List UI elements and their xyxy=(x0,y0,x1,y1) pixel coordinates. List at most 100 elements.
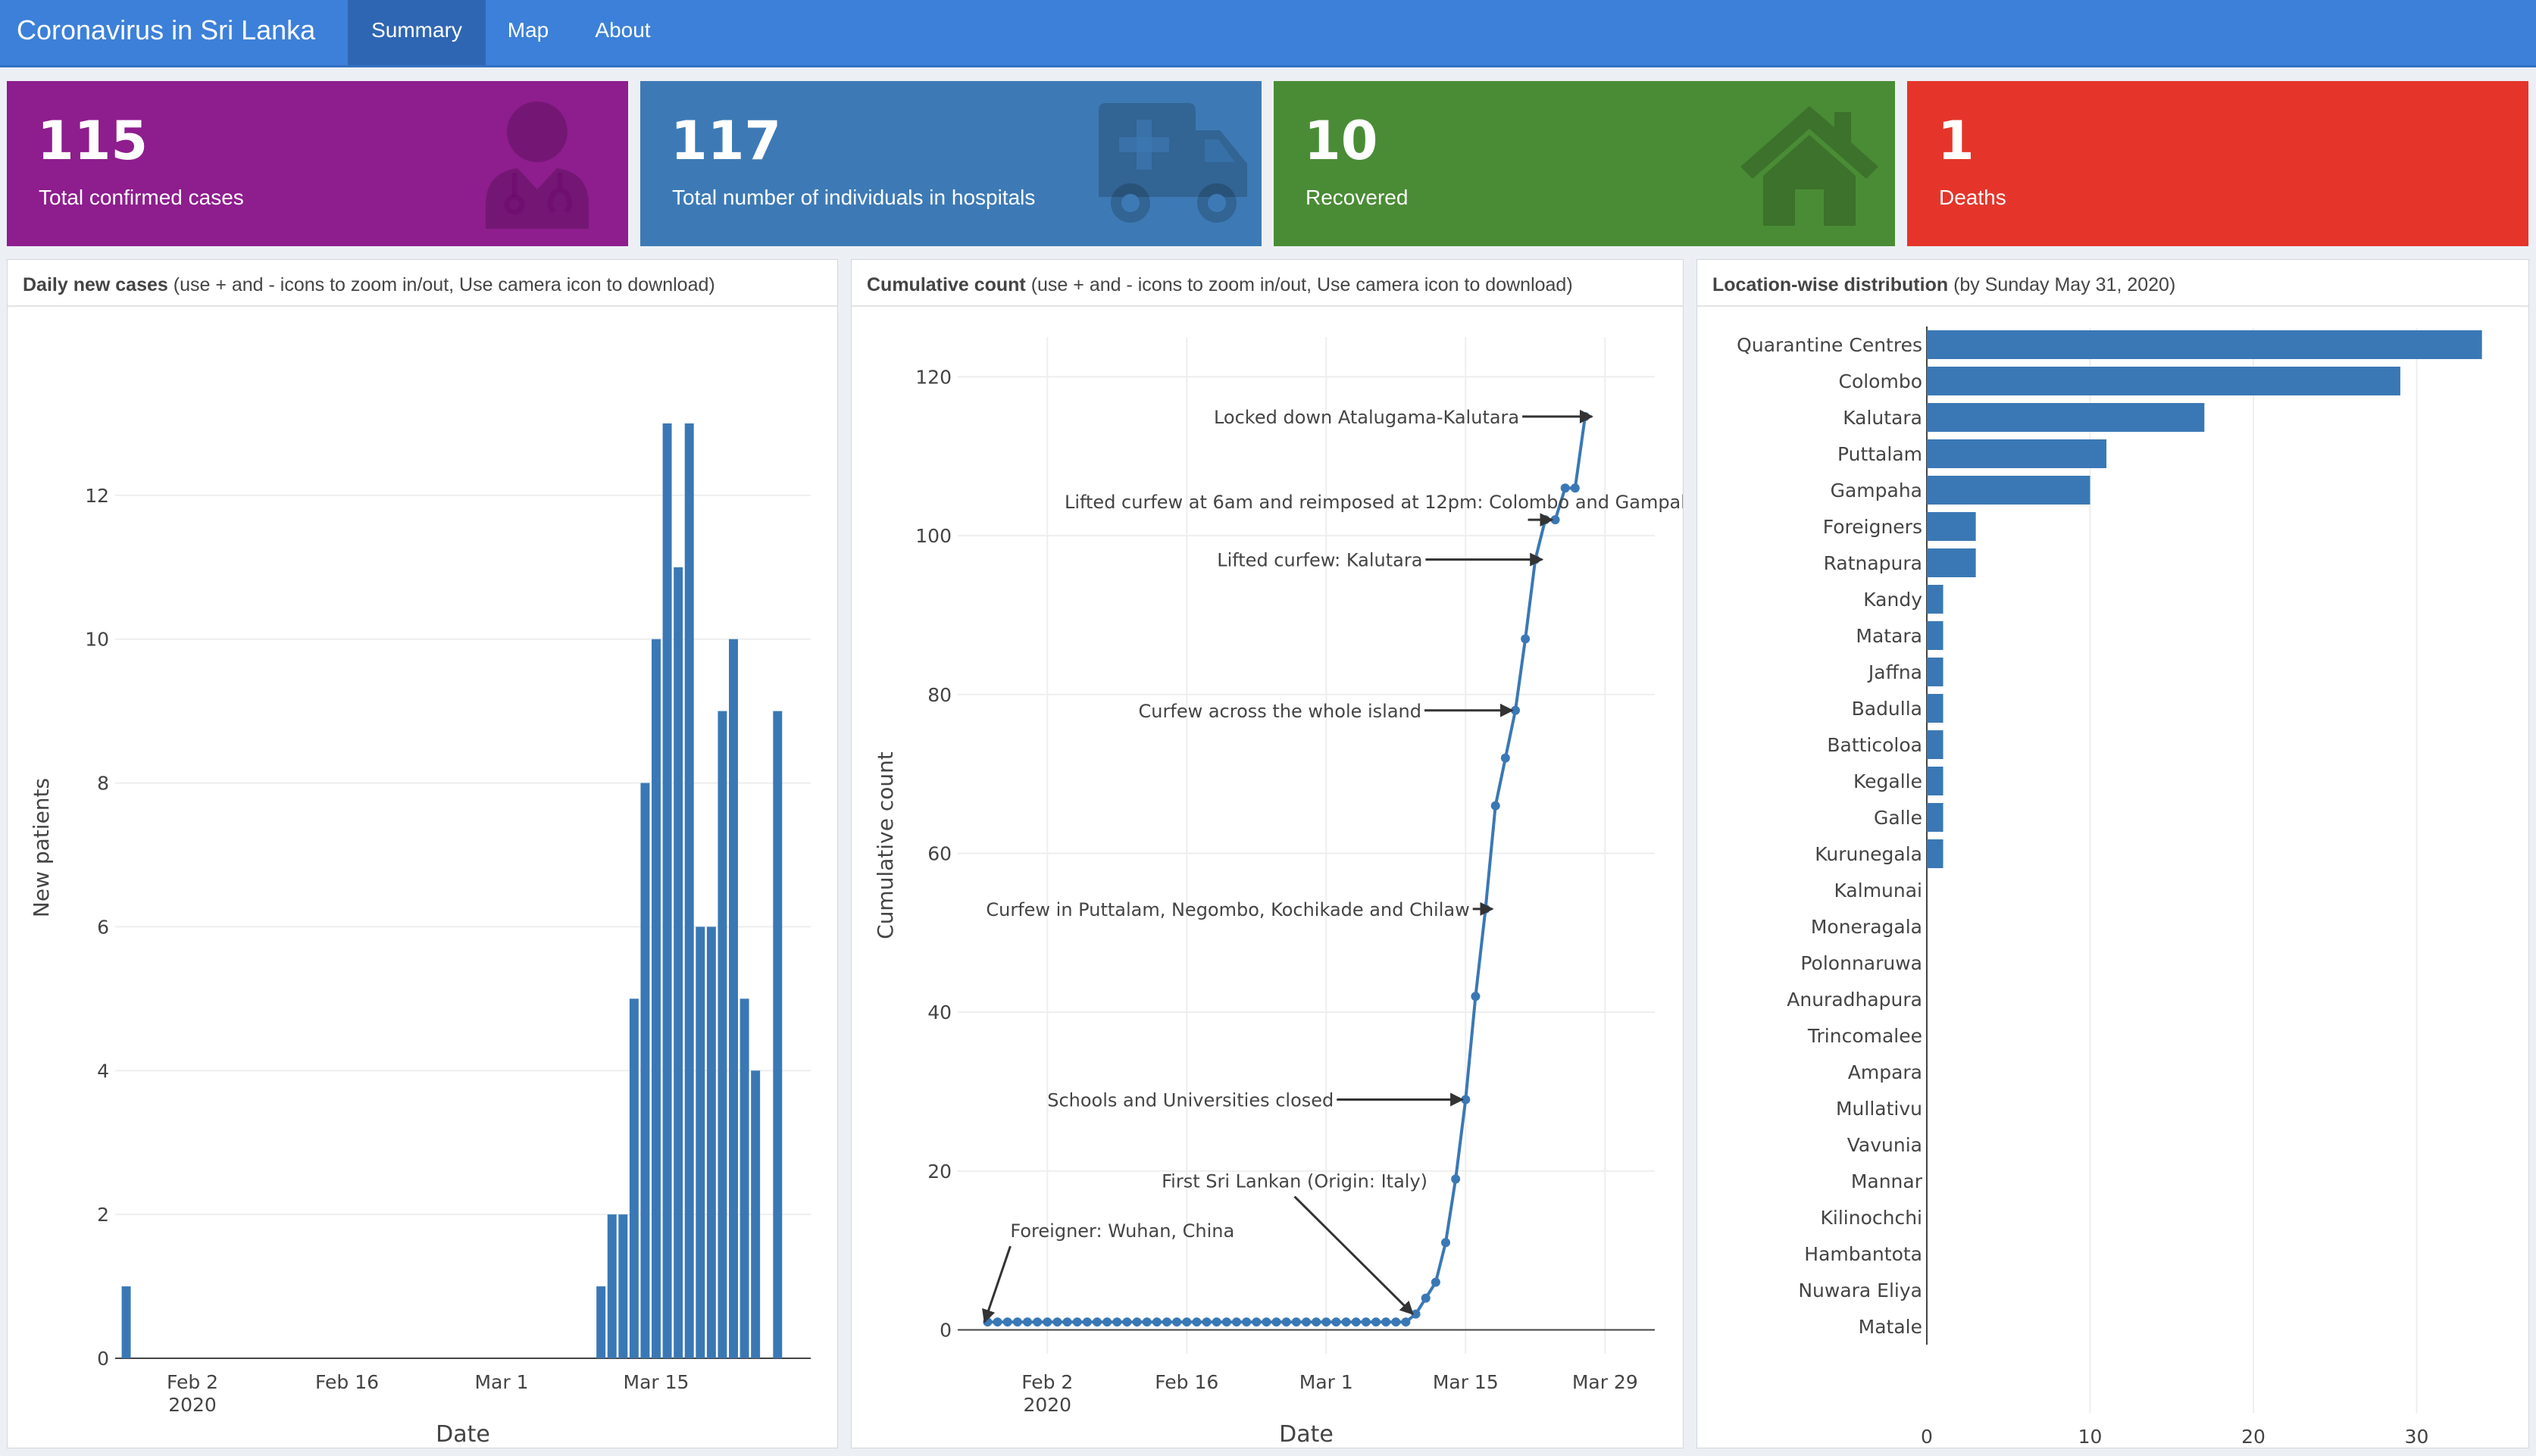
data-point xyxy=(1391,1317,1401,1327)
bar xyxy=(1927,730,1943,759)
y-axis-title: New patients xyxy=(29,778,54,917)
bar xyxy=(1927,367,2400,395)
data-point xyxy=(1321,1317,1331,1327)
bar xyxy=(1927,658,1943,686)
data-point xyxy=(1002,1317,1012,1327)
bar xyxy=(773,711,783,1358)
tab-summary[interactable]: Summary xyxy=(348,0,486,65)
recovered-value: 10 xyxy=(1304,110,1378,172)
category-label: Vavunia xyxy=(1847,1134,1922,1156)
x-tick-label: Mar 15 xyxy=(1433,1371,1499,1393)
annotation-label: Foreigner: Wuhan, China xyxy=(1010,1220,1234,1242)
location-title: Location-wise distribution xyxy=(1712,274,1949,295)
data-point xyxy=(1162,1317,1171,1327)
annotation-label: Lifted curfew at 6am and reimposed at 12… xyxy=(1065,492,1683,513)
data-point xyxy=(1441,1238,1450,1248)
y-tick-label: 2 xyxy=(97,1204,109,1226)
data-point xyxy=(1262,1317,1271,1327)
daily-cases-header: Daily new cases (use + and - icons to zo… xyxy=(8,260,837,307)
data-point xyxy=(1361,1317,1371,1327)
daily-cases-subtitle: (use + and - icons to zoom in/out, Use c… xyxy=(173,274,715,295)
data-point xyxy=(1401,1317,1411,1327)
bar xyxy=(618,1214,628,1358)
confirmed-cases-label: Total confirmed cases xyxy=(39,186,244,209)
confirmed-cases-value: 115 xyxy=(37,110,149,172)
data-point xyxy=(1112,1317,1122,1327)
hospital-individuals-label: Total number of individuals in hospitals xyxy=(672,186,1036,209)
annotation-arrow xyxy=(982,1245,1012,1323)
bar xyxy=(652,639,661,1358)
data-point xyxy=(1281,1317,1291,1327)
x-axis-title: Date xyxy=(1279,1421,1334,1448)
category-label: Batticoloa xyxy=(1827,734,1922,756)
bar xyxy=(1927,476,2090,505)
x-tick-label: 20 xyxy=(2241,1426,2266,1448)
bar xyxy=(629,998,639,1358)
y-tick-label: 20 xyxy=(927,1161,952,1183)
data-point xyxy=(1381,1317,1391,1327)
category-label: Galle xyxy=(1874,807,1922,829)
location-chart[interactable]: 0 10 20 30 Quarantine Centres Colombo Kalutara… xyxy=(1697,307,2528,1448)
x-axis-title: Date xyxy=(436,1421,490,1448)
location-header: Location-wise distribution (by Sunday Ma… xyxy=(1697,260,2528,307)
data-point xyxy=(1521,634,1531,644)
data-point xyxy=(1242,1317,1252,1327)
data-point xyxy=(1043,1317,1052,1327)
recovered-box: 10 Recovered xyxy=(1274,81,1895,246)
data-point xyxy=(1082,1317,1092,1327)
cumulative-header: Cumulative count (use + and - icons to z… xyxy=(852,260,1683,307)
data-point xyxy=(1291,1317,1301,1327)
data-point xyxy=(1132,1317,1142,1327)
category-label: Kegalle xyxy=(1853,770,1922,792)
category-label: Kurunegala xyxy=(1815,843,1922,865)
category-label: Hambantota xyxy=(1804,1243,1922,1265)
bar xyxy=(1927,803,1943,832)
x-tick-label: 2020 xyxy=(1023,1394,1071,1416)
recovered-label: Recovered xyxy=(1306,186,1409,209)
data-point xyxy=(1202,1317,1212,1327)
y-tick-label: 6 xyxy=(97,916,109,938)
bar xyxy=(1927,330,2482,359)
cumulative-subtitle: (use + and - icons to zoom in/out, Use c… xyxy=(1030,274,1573,295)
annotation-label: Curfew across the whole island xyxy=(1139,701,1421,722)
app-title[interactable]: Coronavirus in Sri Lanka xyxy=(17,14,316,45)
data-point xyxy=(1312,1317,1321,1327)
category-label: Moneragala xyxy=(1811,916,1922,938)
data-point xyxy=(1351,1317,1361,1327)
category-label: Puttalam xyxy=(1837,443,1922,465)
data-point xyxy=(1152,1317,1162,1327)
bar xyxy=(1927,548,1976,577)
bar xyxy=(640,783,650,1358)
data-point xyxy=(1302,1317,1311,1327)
annotation-label: Locked down Atalugama-Kalutara xyxy=(1214,407,1519,428)
tab-about[interactable]: About xyxy=(595,18,651,42)
bar xyxy=(740,998,749,1358)
data-point xyxy=(1431,1277,1440,1287)
location-panel: Location-wise distribution (by Sunday Ma… xyxy=(1696,259,2529,1448)
bar xyxy=(706,926,716,1358)
y-tick-label: 12 xyxy=(85,485,109,507)
bar xyxy=(751,1070,761,1358)
data-point xyxy=(1023,1317,1032,1327)
data-point xyxy=(1142,1317,1152,1327)
cumulative-title: Cumulative count xyxy=(867,274,1026,295)
data-point xyxy=(1052,1317,1062,1327)
x-tick-label: Mar 15 xyxy=(624,1371,690,1393)
data-point xyxy=(1102,1317,1112,1327)
y-tick-label: 4 xyxy=(97,1060,109,1082)
confirmed-cases-box: 115 Total confirmed cases xyxy=(7,81,628,246)
category-label: Anuradhapura xyxy=(1787,989,1922,1011)
data-point xyxy=(983,1317,993,1327)
x-tick-label: 2020 xyxy=(168,1394,217,1416)
data-point xyxy=(1192,1317,1202,1327)
x-tick-label: Feb 2 xyxy=(167,1371,218,1393)
data-point xyxy=(1570,483,1580,493)
data-point xyxy=(1122,1317,1132,1327)
tab-map[interactable]: Map xyxy=(507,18,549,42)
bar xyxy=(1927,767,1943,795)
x-tick-label: 0 xyxy=(1921,1426,1933,1448)
annotation-label: First Sri Lankan (Origin: Italy) xyxy=(1162,1171,1427,1192)
category-label: Kandy xyxy=(1863,589,1922,611)
